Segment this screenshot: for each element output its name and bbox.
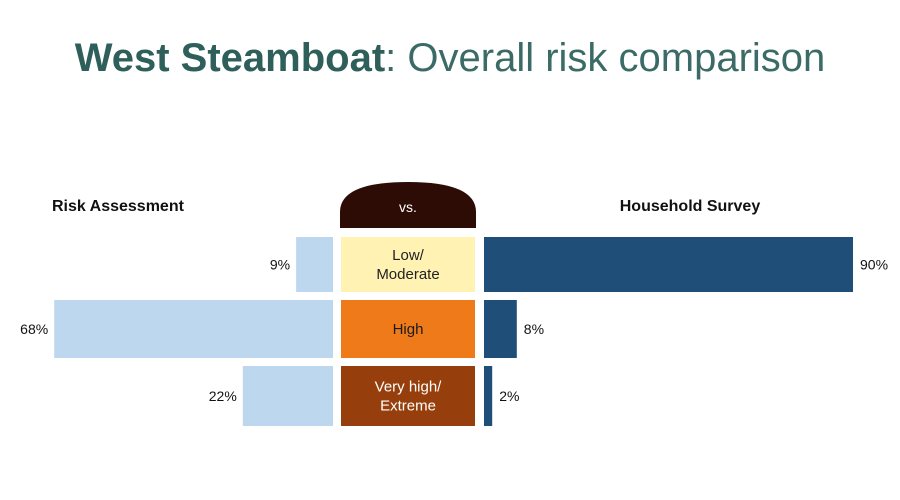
category-label-2-1: Extreme: [380, 398, 436, 415]
category-label-1-0: High: [393, 321, 424, 338]
right-value-label-0: 90%: [860, 257, 888, 273]
left-value-label-0: 9%: [270, 257, 290, 273]
right-series-title: Household Survey: [620, 198, 761, 215]
left-series-title: Risk Assessment: [52, 198, 185, 215]
category-label-0-0: Low/: [392, 247, 425, 264]
category-label-0-1: Moderate: [376, 266, 439, 283]
left-value-label-2: 22%: [209, 388, 237, 404]
category-box-2: [341, 366, 475, 426]
right-bar-0: [484, 237, 853, 292]
right-value-label-2: 2%: [499, 388, 519, 404]
left-bar-1: [54, 300, 333, 358]
left-bar-2: [242, 366, 333, 426]
title-separator: :: [385, 36, 397, 80]
title-rest: Overall risk comparison: [396, 36, 826, 80]
category-label-2-0: Very high/: [375, 379, 443, 396]
left-value-label-1: 68%: [20, 321, 48, 337]
title-place: West Steamboat: [74, 36, 386, 80]
center-header-label: vs.: [399, 199, 417, 215]
chart-rows: 9% Low/Moderate 90% 68% High 8% 22% Very high/E…: [20, 237, 888, 426]
right-bar-2: [484, 366, 493, 426]
category-box-1: [341, 300, 475, 358]
center-header-shape: [340, 182, 476, 228]
category-box-0: [341, 237, 475, 292]
left-bar-0: [296, 237, 333, 292]
right-bar-1: [484, 300, 517, 358]
page-title: West Steamboat: Overall risk comparison: [0, 30, 900, 86]
right-value-label-1: 8%: [524, 321, 544, 337]
